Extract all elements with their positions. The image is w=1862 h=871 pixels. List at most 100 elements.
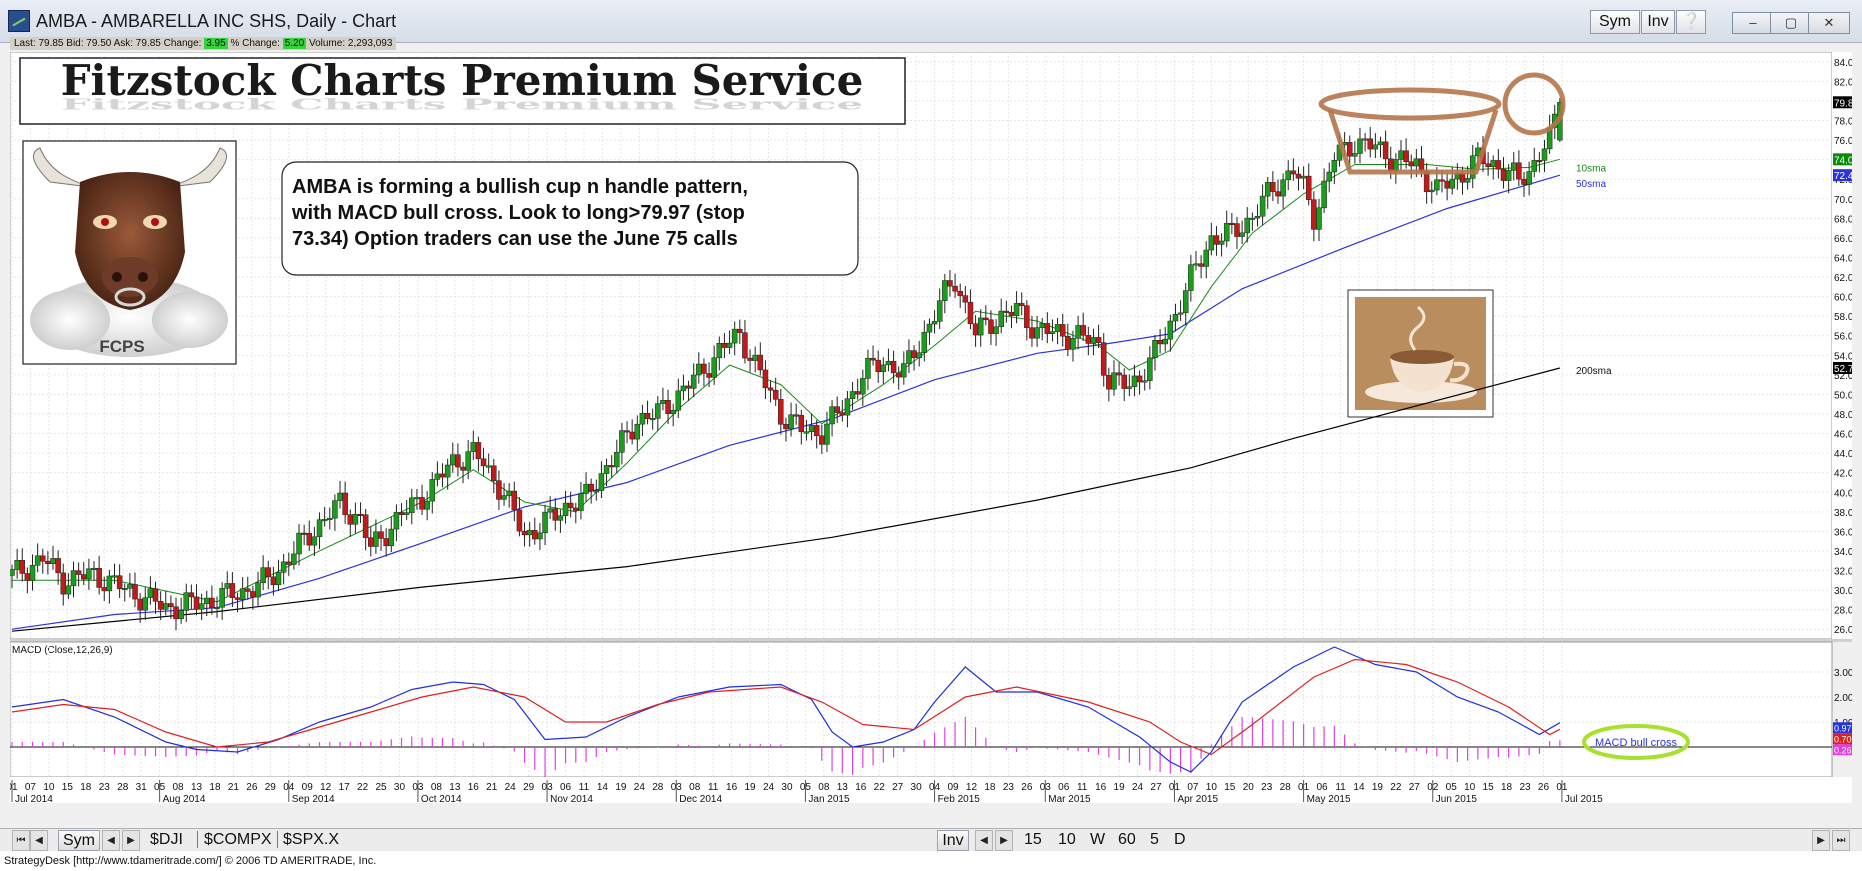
period-w[interactable]: W: [1090, 831, 1106, 848]
tab-dji[interactable]: $DJI: [150, 831, 183, 848]
candle-body: [1270, 182, 1276, 192]
prev-tab-icon[interactable]: ◀: [102, 830, 120, 851]
candle-body: [1075, 325, 1081, 339]
macd-histogram: [11, 717, 1561, 777]
candle-body: [1311, 199, 1317, 230]
month-tick-label: Sep 2014: [292, 794, 335, 805]
candle-body: [1521, 178, 1527, 185]
candle-body: [690, 374, 697, 389]
candle-body: [1065, 335, 1071, 350]
series-name-label: 50sma: [1576, 179, 1606, 190]
day-tick-label: 19: [1114, 782, 1126, 793]
price-tick-label: 84.00: [1834, 58, 1852, 69]
price-tick-label: 30.00: [1834, 586, 1852, 597]
first-icon[interactable]: ⏮: [12, 830, 30, 851]
candle-body: [1362, 138, 1368, 141]
macd-line: [11, 646, 1561, 773]
candle-body: [1136, 375, 1143, 383]
candle-body: [916, 352, 922, 359]
close-button[interactable]: ✕: [1808, 12, 1850, 34]
day-tick-label: 27: [1409, 782, 1421, 793]
candle-body: [260, 567, 266, 583]
price-tick-label: 44.00: [1834, 449, 1852, 460]
candle-body: [1106, 375, 1112, 390]
day-tick-label: 26: [246, 782, 258, 793]
period-5[interactable]: 5: [1150, 831, 1159, 848]
maximize-button[interactable]: ▢: [1770, 12, 1812, 34]
candle-body: [542, 511, 548, 534]
macd-path: [11, 646, 1561, 773]
price-tick-label: 76.00: [1834, 136, 1852, 147]
scroll-right-icon[interactable]: ▶: [1812, 830, 1830, 851]
candle-body: [245, 588, 251, 592]
next-tab-icon[interactable]: ▶: [122, 830, 140, 851]
candle-body: [501, 495, 507, 500]
price-tick-label: 70.00: [1834, 195, 1852, 206]
series-value-label: 52.70: [1834, 364, 1852, 375]
candle-body: [1490, 160, 1496, 168]
day-tick-label: 10: [43, 782, 55, 793]
day-tick-label: 12: [966, 782, 978, 793]
candle-body: [1469, 155, 1476, 179]
day-tick-label: 23: [1519, 782, 1531, 793]
period-d[interactable]: D: [1174, 831, 1186, 848]
candle-body: [1285, 170, 1291, 181]
last-value: 79.85: [38, 38, 64, 49]
minimize-button[interactable]: –: [1732, 12, 1774, 34]
bottom-toolbar: ⏮ ◀ Sym ◀ ▶ $DJI $COMPX $SPX.X Inv ◀ ▶ 1…: [0, 828, 1862, 851]
symbol-button[interactable]: Sym: [58, 830, 100, 851]
candle-body: [952, 285, 958, 292]
sym-button[interactable]: Sym: [1590, 10, 1640, 34]
period-10[interactable]: 10: [1058, 831, 1076, 848]
candle-body: [1039, 323, 1045, 328]
day-tick-label: 27: [1150, 782, 1162, 793]
candle-body: [1223, 222, 1230, 242]
day-tick-label: 16: [1095, 782, 1107, 793]
day-tick-label: 22: [357, 782, 369, 793]
candle-body: [1295, 173, 1302, 179]
day-tick-label: 15: [1483, 782, 1495, 793]
candle-body: [573, 507, 579, 511]
day-tick-label: 28: [117, 782, 129, 793]
candle-body: [598, 473, 605, 491]
candle-body: [977, 317, 984, 336]
inv-button[interactable]: Inv: [1641, 10, 1675, 34]
period-15[interactable]: 15: [1024, 831, 1042, 848]
candle-body: [1229, 222, 1235, 225]
candle-body: [147, 588, 154, 598]
panel-divider[interactable]: [10, 639, 1852, 642]
candle-body: [614, 451, 620, 468]
candle-body: [188, 592, 195, 598]
candle-body: [906, 350, 912, 364]
candle-body: [619, 430, 625, 453]
series-value-badge: [1833, 153, 1852, 166]
tab-compx[interactable]: $COMPX: [204, 831, 272, 848]
scroll-end-icon[interactable]: ⏭: [1832, 830, 1850, 851]
day-tick-label: 18: [80, 782, 92, 793]
help-icon[interactable]: ❔: [1676, 10, 1706, 34]
candle-body: [485, 465, 492, 468]
period-60[interactable]: 60: [1118, 831, 1136, 848]
candle-body: [660, 399, 666, 404]
candle-body: [444, 464, 451, 478]
prev-icon[interactable]: ◀: [30, 830, 48, 851]
sma200-path: [11, 367, 1561, 632]
candle-body: [972, 323, 979, 336]
next-period-icon[interactable]: ▶: [995, 830, 1013, 851]
candle-body: [644, 413, 651, 419]
prev-period-icon[interactable]: ◀: [975, 830, 993, 851]
candle-body: [608, 465, 615, 468]
price-chart[interactable]: 84.0082.0080.0078.0076.0074.0072.0070.00…: [10, 52, 1852, 828]
series-name-label: 10sma: [1576, 163, 1606, 174]
candle-body: [1024, 305, 1030, 328]
candle-body: [1449, 178, 1455, 189]
day-tick-label: 06: [560, 782, 572, 793]
tab-spx[interactable]: $SPX.X: [283, 831, 340, 848]
day-tick-label: 11: [1077, 782, 1088, 793]
candle-body: [1408, 161, 1414, 167]
day-tick-label: 26: [1021, 782, 1033, 793]
inv-toggle[interactable]: Inv: [937, 830, 969, 851]
candle-body: [1121, 374, 1127, 389]
candle-body: [762, 369, 769, 389]
day-tick-label: 23: [1261, 782, 1273, 793]
